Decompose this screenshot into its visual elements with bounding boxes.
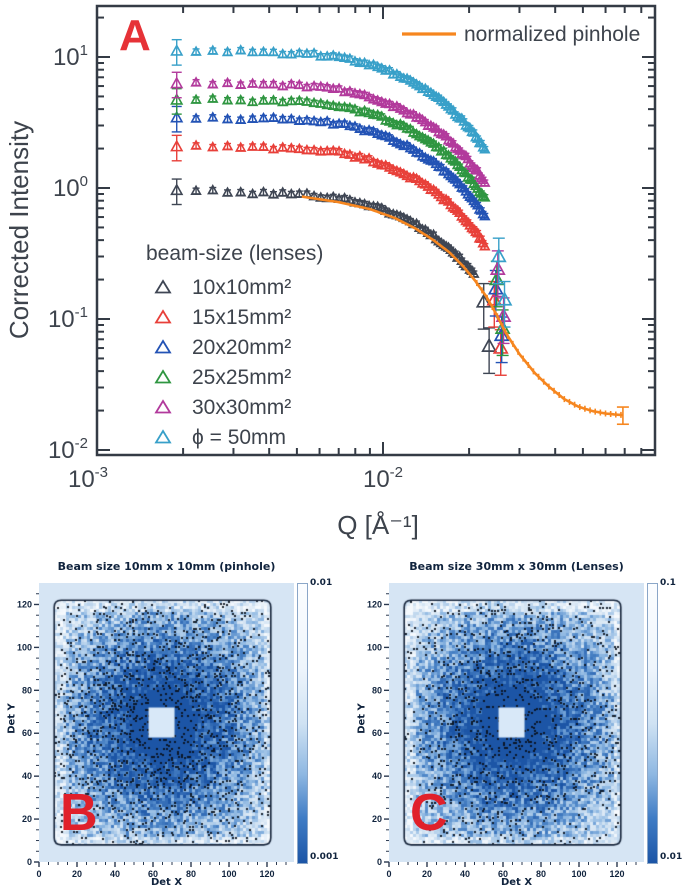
legend-row-label: 30x30mm² <box>192 396 291 419</box>
svg-text:60: 60 <box>498 869 508 879</box>
panel-a-letter: A <box>119 11 151 60</box>
series-10x10mm <box>170 178 498 375</box>
svg-text:20: 20 <box>372 814 382 824</box>
tick-label: 10-2 <box>48 435 88 464</box>
x-axis-title: Q [Å⁻¹] <box>337 510 419 540</box>
legend-row-label: ϕ = 50mm <box>192 426 286 449</box>
y-axis-title: Corrected Intensity <box>4 121 34 339</box>
svg-text:60: 60 <box>372 728 382 738</box>
panel-c-title: Beam size 30mm x 30mm (Lenses) <box>409 560 624 573</box>
svg-text:120: 120 <box>17 599 32 609</box>
svg-text:100: 100 <box>17 642 32 652</box>
panel-c-colorbar <box>647 583 658 864</box>
legend-row-label: 10x10mm² <box>192 276 291 299</box>
svg-text:120: 120 <box>367 599 382 609</box>
svg-text:80: 80 <box>186 869 196 879</box>
det-axis-ticks: 0 20 40 60 80 100 120 0 20 40 60 80 100 120 <box>17 593 301 879</box>
legend-row-label: 15x15mm² <box>192 306 291 329</box>
svg-text:80: 80 <box>22 685 32 695</box>
panel-b-heatmap <box>39 583 294 862</box>
series-15x15mm <box>170 134 509 376</box>
panel-b-xlabel: Det X <box>150 877 183 888</box>
tick-label: 10-3 <box>68 464 108 493</box>
panel-b-axes: 0 20 40 60 80 100 120 0 20 40 60 80 100 120 <box>17 593 301 879</box>
panel-c-axes: 0 20 40 60 80 100 120 0 20 40 60 80 100 120 <box>367 593 651 879</box>
legend-row-label: 20x20mm² <box>192 336 291 359</box>
legend-row-2: 20x20mm² <box>154 336 291 359</box>
panel-c-letter: C <box>410 784 448 842</box>
svg-text:100: 100 <box>367 642 382 652</box>
svg-text:0: 0 <box>27 857 32 867</box>
tick-label: 10-2 <box>363 464 403 493</box>
panel-b-letter: B <box>60 784 98 842</box>
panel-c: Beam size 30mm x 30mm (Lenses) 0 20 40 60 80… <box>350 555 700 896</box>
svg-text:60: 60 <box>22 728 32 738</box>
svg-text:40: 40 <box>372 771 382 781</box>
panel-c-xlabel: Det X <box>500 877 533 888</box>
svg-text:20: 20 <box>22 814 32 824</box>
svg-text:100: 100 <box>571 869 586 879</box>
svg-text:100: 100 <box>221 869 236 879</box>
panel-b-colorbar <box>297 583 308 864</box>
panel-b-ylabel: Det Y <box>6 703 18 734</box>
tick-label: 100 <box>53 173 88 202</box>
svg-text:80: 80 <box>372 685 382 695</box>
svg-text:0: 0 <box>386 869 391 879</box>
pinhole-curve <box>301 195 629 426</box>
svg-text:0: 0 <box>377 857 382 867</box>
data-series-group <box>170 38 629 426</box>
svg-text:40: 40 <box>110 869 120 879</box>
svg-text:20: 20 <box>422 869 432 879</box>
legend-row-3: 25x25mm² <box>154 366 291 389</box>
legend-row-4: 30x30mm² <box>154 396 291 419</box>
svg-text:120: 120 <box>609 869 624 879</box>
legend-row-label: 25x25mm² <box>192 366 291 389</box>
legend-row-0: 10x10mm² <box>154 276 291 299</box>
colorbar-max-label: 0.01 <box>310 578 333 588</box>
colorbar-min-label: 0.01 <box>660 852 683 862</box>
beamsize-legend-rows: 10x10mm² 15x15mm² 20x20mm² 25x25mm² 30x30mm²… <box>154 276 291 449</box>
svg-text:0: 0 <box>36 869 41 879</box>
legend-row-5: ϕ = 50mm <box>154 426 286 449</box>
legend-row-1: 15x15mm² <box>154 306 291 329</box>
legend-beamsize: beam-size (lenses) 10x10mm² 15x15mm² 20x20… <box>146 242 323 449</box>
panel-c-heatmap <box>389 583 644 862</box>
panel-c-ylabel: Det Y <box>356 703 368 734</box>
colorbar-max-label: 0.1 <box>660 578 676 588</box>
beamsize-legend-title: beam-size (lenses) <box>146 242 323 265</box>
svg-text:20: 20 <box>72 869 82 879</box>
axis-ticks <box>96 6 655 455</box>
series-30x30mm <box>170 71 512 345</box>
pinhole-legend-label: normalized pinhole <box>464 23 640 46</box>
svg-text:40: 40 <box>460 869 470 879</box>
plot-frame <box>95 4 657 457</box>
series-20x20mm <box>170 105 510 364</box>
svg-text:40: 40 <box>22 771 32 781</box>
svg-text:80: 80 <box>536 869 546 879</box>
legend-pinhole: normalized pinhole <box>402 23 640 46</box>
panel-b-title: Beam size 10mm x 10mm (pinhole) <box>57 560 276 573</box>
series-25x25mm <box>170 87 511 357</box>
tick-label: 10-1 <box>48 304 88 333</box>
colorbar-min-label: 0.001 <box>310 852 339 862</box>
series-50mm <box>170 38 513 328</box>
panel-b: Beam size 10mm x 10mm (pinhole) 0 20 40 60 8… <box>0 555 350 896</box>
det-axis-ticks: 0 20 40 60 80 100 120 0 20 40 60 80 100 120 <box>367 593 651 879</box>
tick-label: 101 <box>53 42 88 71</box>
svg-text:120: 120 <box>259 869 274 879</box>
svg-text:60: 60 <box>148 869 158 879</box>
